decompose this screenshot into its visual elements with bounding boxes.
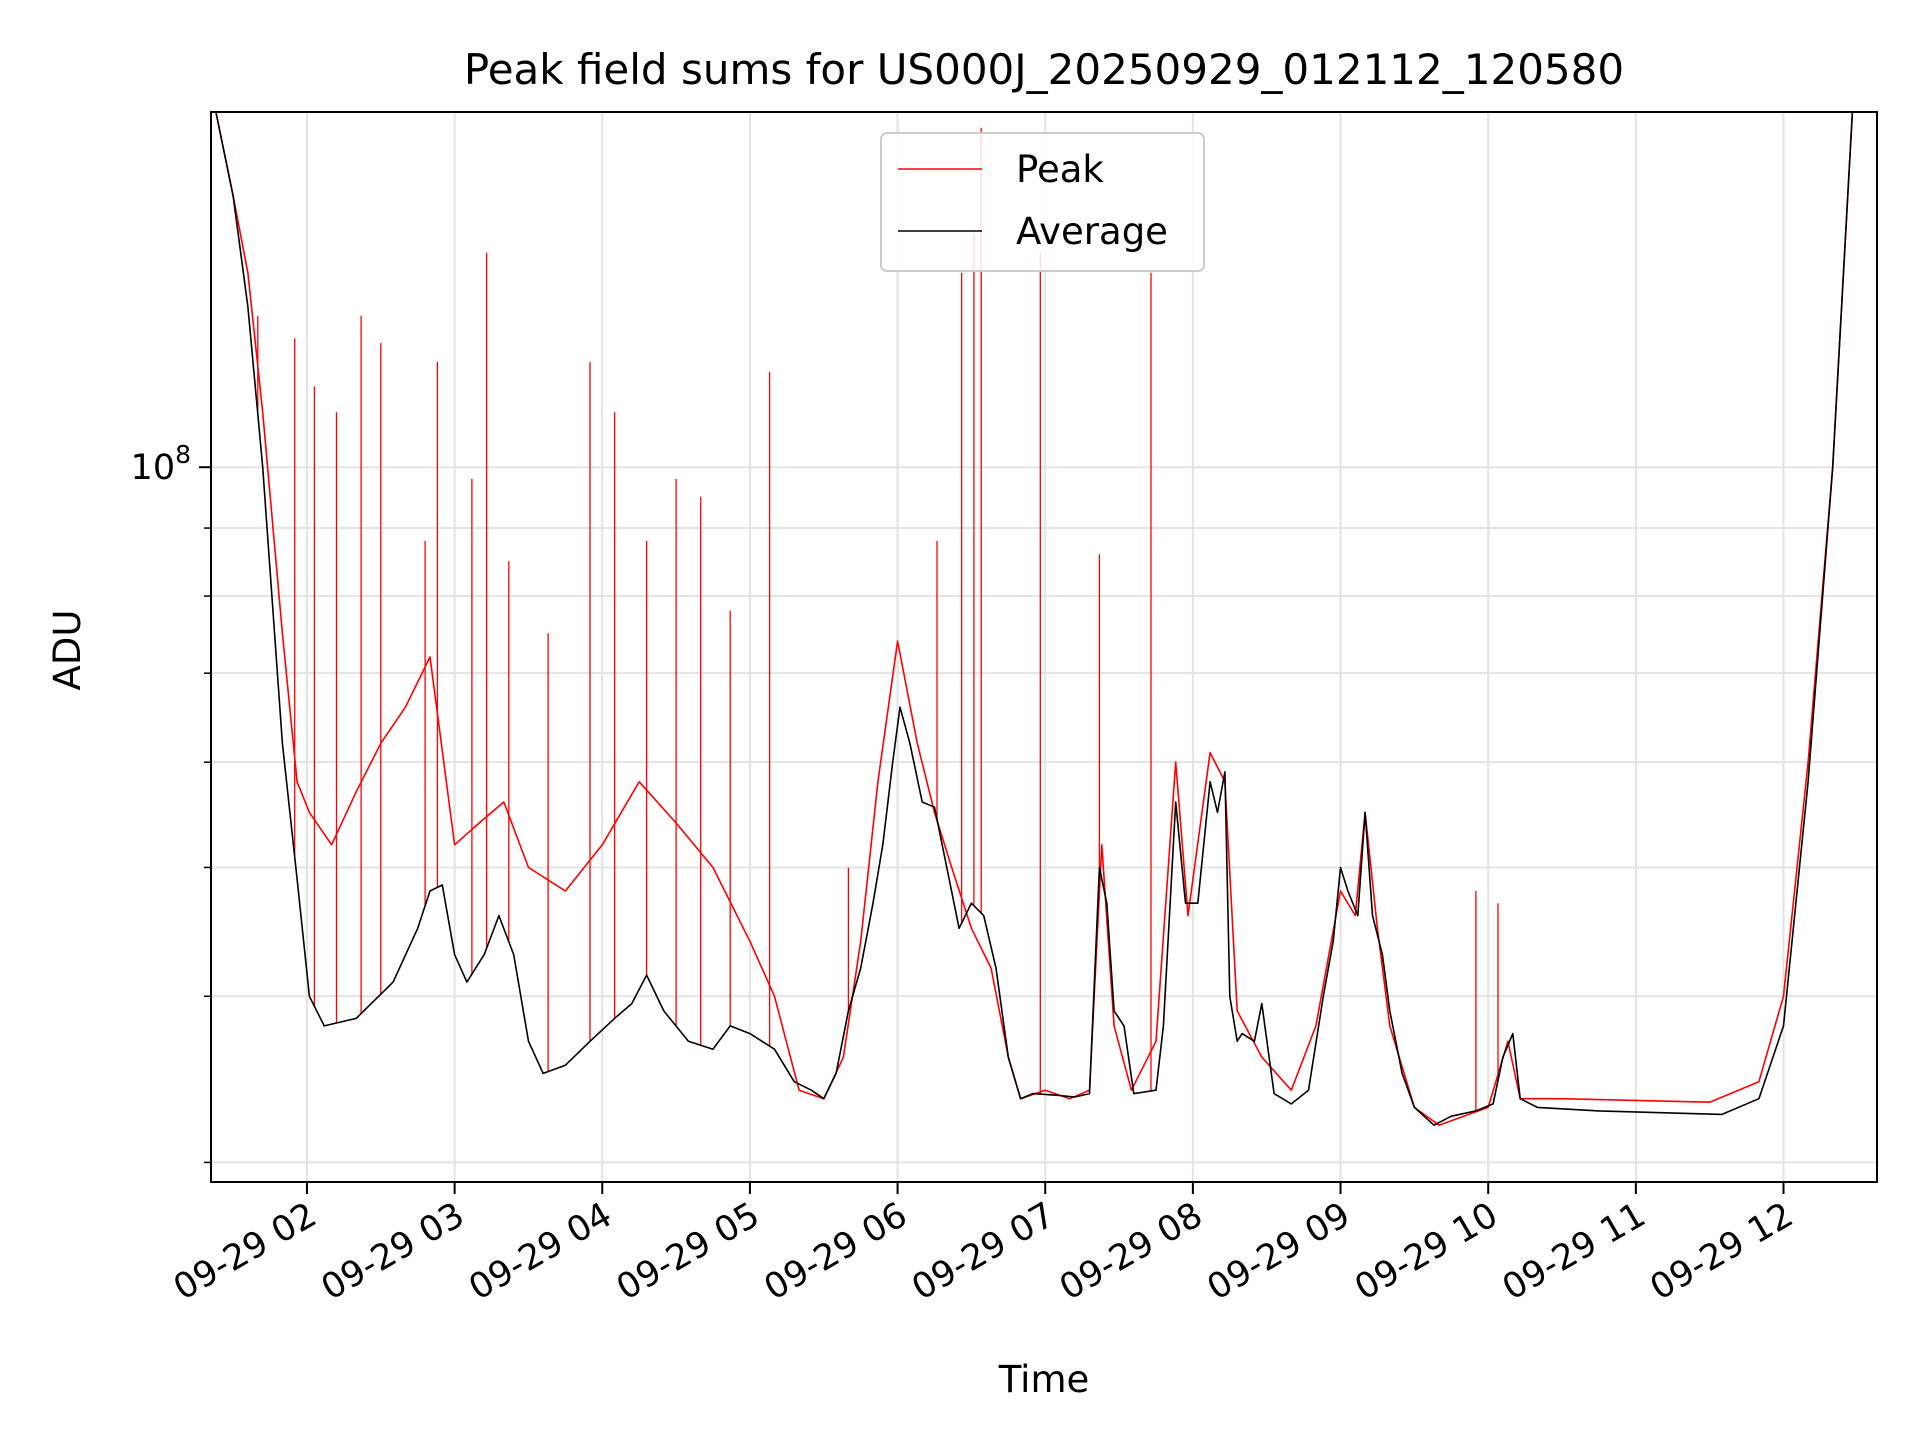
plot-area-frame	[210, 111, 1878, 1183]
y-tick-label-base: 10	[131, 448, 176, 488]
legend-box	[880, 132, 1205, 272]
y-tick-label: 108	[131, 440, 191, 488]
x-axis-label: Time	[998, 1358, 1090, 1401]
x-tick-label: 09-29 06	[758, 1195, 914, 1308]
series-layer	[215, 111, 1854, 1126]
legend-average-label: Average	[1016, 210, 1168, 253]
x-tick-label: 09-29 05	[610, 1195, 766, 1308]
x-tick-label: 09-29 02	[167, 1195, 323, 1308]
legend-peak-label: Peak	[1016, 148, 1104, 191]
x-tick-label: 09-29 10	[1348, 1195, 1504, 1308]
x-tick-label: 09-29 11	[1496, 1195, 1652, 1308]
x-tick-label: 09-29 04	[462, 1195, 618, 1308]
x-tick-label: 09-29 12	[1644, 1195, 1800, 1308]
x-tick-label: 09-29 09	[1201, 1195, 1357, 1308]
average-series-line	[215, 111, 1854, 1126]
y-axis-label: ADU	[46, 610, 89, 691]
peak-spikes	[257, 127, 1499, 1111]
x-tick-label: 09-29 07	[905, 1195, 1061, 1308]
x-tick-label: 09-29 03	[315, 1195, 471, 1308]
chart-title: Peak field sums for US000J_20250929_0121…	[464, 45, 1624, 94]
grid-lines	[211, 112, 1877, 1182]
y-tick-label-exponent: 8	[175, 440, 191, 469]
x-tick-label: 09-29 08	[1053, 1195, 1209, 1308]
y-axis: 108	[131, 440, 211, 1164]
legend: Peak Average	[880, 132, 1205, 272]
